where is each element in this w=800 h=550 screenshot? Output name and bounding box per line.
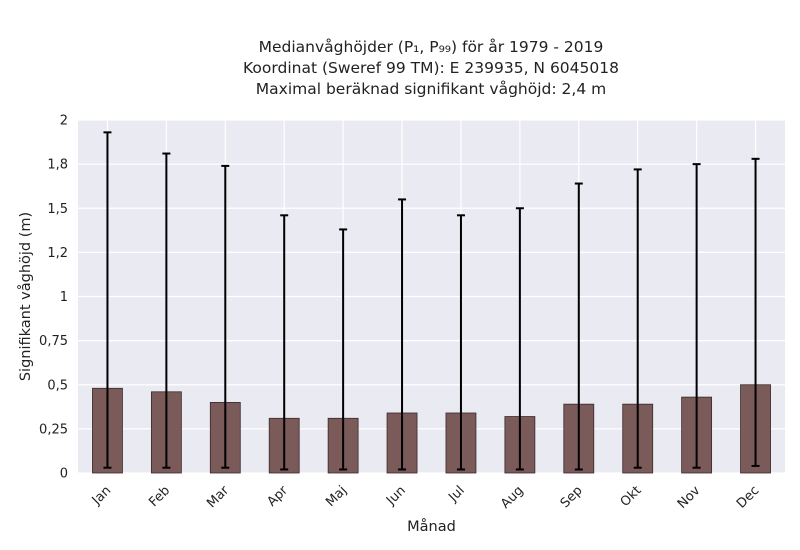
x-tick-label-maj: Maj	[323, 483, 350, 510]
y-tick-label: 1,2	[47, 246, 68, 261]
y-tick-label: 0,5	[47, 378, 68, 393]
error-bar-sep	[574, 182, 583, 471]
error-bar-jun	[398, 198, 407, 471]
x-tick-label-dec: Dec	[734, 483, 762, 511]
chart-title-line-3: Maximal beräknad signifikant våghöjd: 2,…	[256, 80, 606, 98]
error-bar-feb	[162, 152, 171, 469]
y-tick-label: 0,75	[39, 334, 68, 349]
x-axis-label: Månad	[407, 518, 456, 535]
y-tick-label: 0,25	[39, 422, 68, 437]
error-bar-mar	[221, 164, 230, 469]
error-bar-aug	[515, 207, 524, 471]
y-tick-label: 1,8	[47, 158, 68, 173]
x-tick-label-jan: Jan	[89, 483, 114, 508]
chart-title-line-2: Koordinat (Sweref 99 TM): E 239935, N 60…	[243, 59, 619, 77]
y-axis-label: Signifikant våghöjd (m)	[17, 212, 34, 381]
error-bars	[103, 131, 760, 471]
y-tick-label: 1,5	[47, 202, 68, 217]
error-bar-nov	[692, 163, 701, 469]
x-tick-label-mar: Mar	[204, 483, 232, 511]
y-axis-ticks: 0 0,25 0,5 0,75 1 1,2 1,5 1,8 2	[39, 114, 68, 482]
y-tick-label: 1	[60, 290, 68, 305]
error-bar-jul	[456, 214, 465, 471]
x-tick-label-nov: Nov	[675, 483, 704, 512]
x-tick-label-jul: Jul	[445, 483, 467, 505]
error-bar-okt	[633, 168, 642, 469]
error-bar-jan	[103, 131, 112, 469]
x-tick-label-aug: Aug	[498, 483, 527, 512]
x-tick-label-jun: Jun	[383, 483, 409, 509]
error-bar-dec	[751, 157, 760, 467]
x-tick-label-okt: Okt	[618, 483, 645, 510]
x-axis-ticks: Jan Feb Mar Apr Maj Jun Jul Aug Sep Okt Nov Dec	[89, 483, 763, 512]
y-tick-label: 0	[60, 467, 68, 482]
error-bar-maj	[339, 228, 348, 471]
error-bar-apr	[280, 214, 289, 471]
x-tick-label-apr: Apr	[265, 483, 292, 510]
y-tick-label: 2	[60, 114, 68, 129]
chart-title-line-1: Medianvåghöjder (P₁, P₉₉) för år 1979 - …	[259, 38, 604, 56]
chart-title: Medianvåghöjder (P₁, P₉₉) för år 1979 - …	[243, 38, 619, 98]
x-tick-label-sep: Sep	[558, 483, 586, 511]
x-tick-label-feb: Feb	[146, 483, 173, 510]
